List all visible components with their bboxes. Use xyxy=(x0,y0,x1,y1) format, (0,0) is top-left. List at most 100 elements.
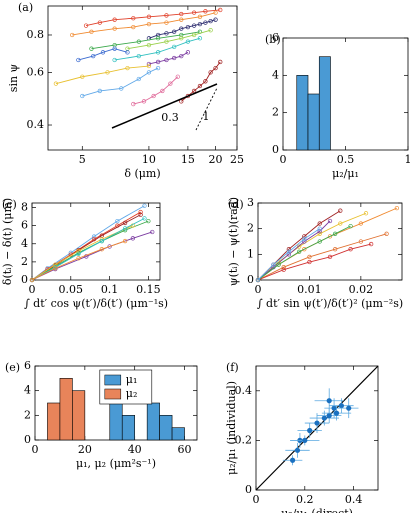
data-point xyxy=(171,55,177,61)
legend-label: μ₁ xyxy=(126,373,138,386)
data-point xyxy=(112,57,117,63)
data-point xyxy=(317,239,322,244)
data-point xyxy=(191,23,197,28)
data-point xyxy=(84,254,89,259)
y-tick-label: 0 xyxy=(21,273,28,286)
x-axis-label: ∫ dt′ cos ψ(t′)/δ(t′) (μm⁻¹s) xyxy=(24,297,168,310)
series-line xyxy=(257,228,320,281)
y-tick-label: 0.2 xyxy=(235,433,253,446)
legend-swatch xyxy=(104,388,122,400)
histogram-bar xyxy=(159,415,173,441)
series-line xyxy=(72,12,216,36)
series-line xyxy=(180,61,221,102)
series-line xyxy=(55,65,149,85)
series-line xyxy=(31,231,153,281)
data-point xyxy=(213,17,218,22)
series-line xyxy=(31,217,145,281)
data-point xyxy=(296,249,302,254)
data-point xyxy=(125,50,130,55)
data-point xyxy=(150,229,155,235)
x-axis-label: μ₂/μ₁ (direct) xyxy=(281,507,353,513)
data-point xyxy=(91,234,97,239)
x-tick-label: 0 xyxy=(29,283,36,296)
data-point xyxy=(213,10,218,15)
x-tick-label: 0.02 xyxy=(349,283,374,296)
data-point xyxy=(203,79,208,84)
slope-line xyxy=(195,87,218,131)
y-tick-label: 6 xyxy=(21,219,28,232)
data-point xyxy=(138,212,143,217)
y-tick-label: 2 xyxy=(272,106,279,119)
data-point xyxy=(136,53,141,59)
x-tick-label: 0 xyxy=(253,493,260,506)
data-point xyxy=(138,209,143,215)
y-tick-label: 2 xyxy=(24,408,31,421)
x-tick-label: 0.5 xyxy=(337,153,355,166)
data-point xyxy=(363,211,369,216)
data-point xyxy=(100,50,106,55)
data-point xyxy=(146,218,151,224)
data-point xyxy=(302,437,308,443)
data-point xyxy=(333,410,340,416)
data-point xyxy=(164,39,169,44)
data-point xyxy=(358,239,364,244)
data-point xyxy=(99,247,104,252)
x-tick-label: 0 xyxy=(255,283,262,296)
x-tick-label: 0 xyxy=(280,153,287,166)
data-point xyxy=(191,88,197,94)
data-point xyxy=(107,244,112,249)
data-point xyxy=(175,74,180,79)
y-tick-label: 3 xyxy=(247,196,254,209)
histogram-bar xyxy=(121,415,135,441)
data-point xyxy=(146,70,152,75)
data-point xyxy=(76,256,81,261)
series-line xyxy=(85,9,221,27)
y-axis-label: δ(tᵢ) − δ(t) (μm) xyxy=(1,198,14,285)
data-point xyxy=(115,218,120,224)
y-tick-label: 2 xyxy=(21,255,28,268)
data-point xyxy=(358,221,364,226)
data-point xyxy=(302,247,307,252)
y-axis-label: sin ψ xyxy=(7,64,20,92)
data-point xyxy=(53,81,59,86)
data-point xyxy=(281,265,286,270)
data-point xyxy=(131,24,136,30)
x-axis-label: μ₁, μ₂ (μm²s⁻¹) xyxy=(76,457,156,470)
data-point xyxy=(136,39,141,44)
series-line xyxy=(31,205,145,281)
series-line xyxy=(257,243,372,281)
series-line xyxy=(114,37,201,61)
slope-line xyxy=(111,83,218,129)
data-point xyxy=(80,74,85,79)
data-point xyxy=(171,29,177,34)
series-line xyxy=(82,67,159,97)
data-point xyxy=(29,277,35,283)
data-point xyxy=(314,420,320,426)
data-point xyxy=(346,405,352,411)
data-point xyxy=(122,220,128,226)
data-point xyxy=(302,234,307,239)
data-point xyxy=(146,42,152,48)
y-tick-label: 0 xyxy=(272,143,279,156)
data-point xyxy=(179,36,184,41)
series-line xyxy=(257,212,367,281)
data-point xyxy=(97,88,102,94)
data-point xyxy=(97,20,102,25)
y-tick-label: 0 xyxy=(245,483,252,496)
data-point xyxy=(136,76,141,82)
data-point xyxy=(338,403,344,409)
y-tick-label: 6 xyxy=(272,31,279,44)
data-point xyxy=(327,218,333,224)
axes-frame xyxy=(47,5,238,151)
y-tick-label: 6 xyxy=(24,359,31,372)
data-point xyxy=(155,36,161,41)
histogram-bar xyxy=(109,402,123,441)
series-line xyxy=(257,233,387,281)
data-point xyxy=(197,14,203,19)
data-point xyxy=(164,20,169,25)
x-axis-label: δ (μm) xyxy=(124,167,160,180)
y-tick-label: 4 xyxy=(24,384,31,397)
data-point xyxy=(112,17,117,22)
data-point xyxy=(203,20,208,25)
